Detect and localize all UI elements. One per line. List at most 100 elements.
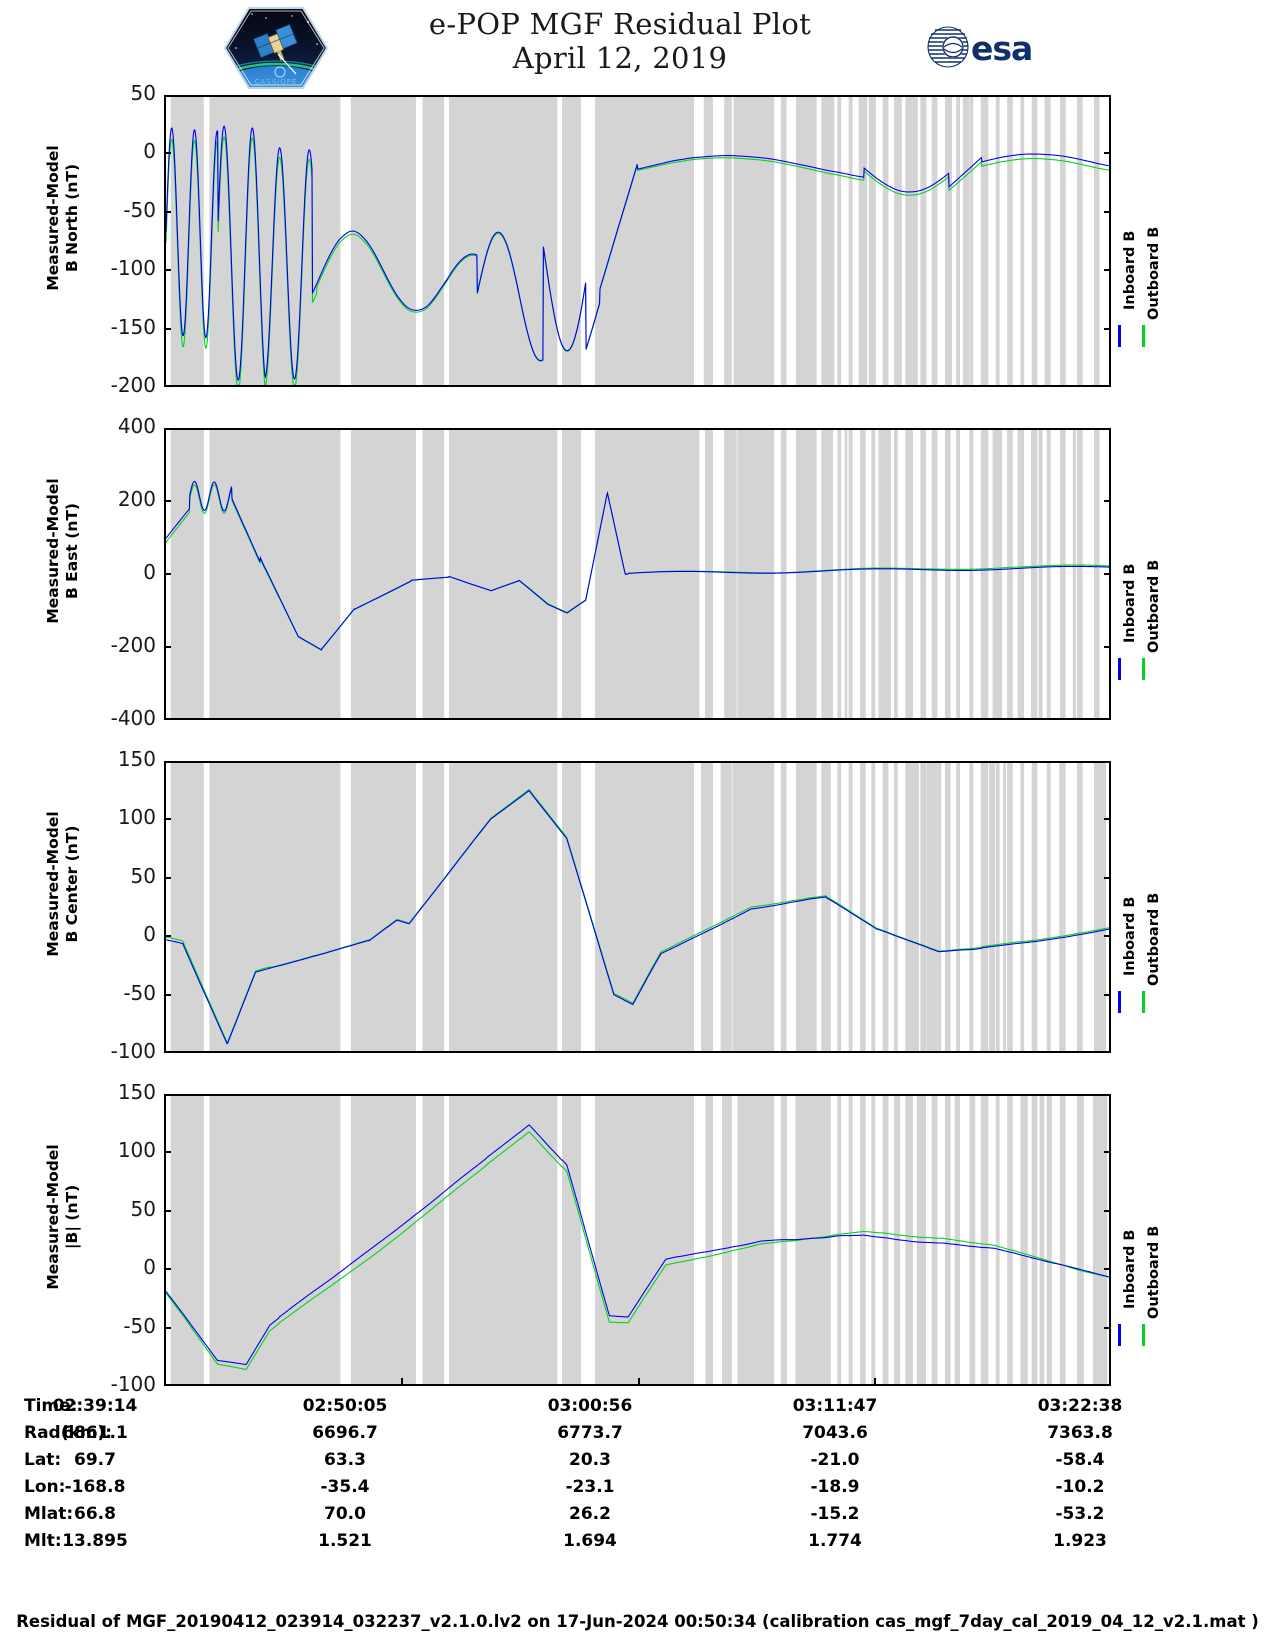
ytick-mark-right	[1104, 210, 1111, 213]
legend-label-outboard: Outboard B	[1146, 892, 1162, 986]
ephemeris-value: 1.521	[318, 1531, 372, 1551]
shaded-intervals-b-north	[170, 97, 1100, 385]
ephemeris-value: 6773.7	[557, 1423, 623, 1443]
legend-label-inboard: Inboard B	[1122, 896, 1138, 976]
footer-provenance: Residual of MGF_20190412_023914_032237_v…	[16, 1612, 1259, 1631]
ephemeris-value: -35.4	[320, 1477, 370, 1497]
ytick-label: 50	[130, 1196, 156, 1221]
ytick-label: 100	[117, 805, 156, 830]
ytick-mark	[164, 993, 171, 996]
ephemeris-value: 03:11:47	[792, 1396, 878, 1416]
ytick-label: 150	[117, 747, 156, 771]
ephemeris-value: 13.895	[62, 1531, 128, 1551]
plot-area-b-east[interactable]	[164, 428, 1111, 720]
ytick-mark	[164, 1268, 171, 1271]
ephemeris-row-label: Time:	[24, 1396, 78, 1416]
page-header: CASSIOPE e-POP MGF Residual Plot April 1…	[0, 0, 1275, 92]
legend-label-outboard: Outboard B	[1146, 559, 1162, 653]
trace-b-north	[166, 125, 1109, 385]
ytick-label: -100	[110, 1372, 156, 1396]
ytick-mark-right	[1104, 152, 1111, 155]
ytick-mark-right	[1104, 818, 1111, 821]
plot-area-b-north[interactable]	[164, 95, 1111, 387]
ytick-mark	[164, 646, 171, 648]
cassiope-mission-logo: CASSIOPE	[222, 4, 330, 92]
ytick-label: -100	[110, 1039, 156, 1063]
ephemeris-value: -18.9	[810, 1477, 860, 1497]
ytick-label: 50	[130, 81, 156, 105]
ephemeris-row-label: Rad(km):	[24, 1423, 113, 1443]
ytick-mark-right	[1104, 1151, 1111, 1154]
plot-area-b-magnitude[interactable]	[164, 1094, 1111, 1386]
ephemeris-value: -15.2	[810, 1504, 860, 1524]
legend-label-inboard: Inboard B	[1122, 563, 1138, 643]
shaded-intervals-b-east	[170, 430, 1100, 718]
ytick-mark	[164, 327, 171, 330]
ytick-mark-right	[1104, 876, 1111, 879]
ytick-mark	[164, 876, 171, 879]
ephemeris-value: 66.8	[74, 1504, 116, 1524]
ephemeris-row: Time: 02:39:14 02:50:05 03:00:56 03:11:47 03:…	[0, 1396, 1275, 1423]
ephemeris-value: 20.3	[569, 1450, 611, 1470]
ytick-label: -50	[123, 1313, 156, 1338]
ephemeris-value: 7363.8	[1047, 1423, 1113, 1443]
ytick-label: -200	[110, 633, 156, 657]
ytick-label: 400	[117, 414, 156, 438]
ephemeris-value: 1.774	[808, 1531, 862, 1551]
ytick-label: -50	[123, 980, 156, 1005]
ephemeris-row: Mlat: 66.8 70.0 26.2 -15.2 -53.2	[0, 1504, 1275, 1531]
trace-b-magnitude	[166, 1124, 1109, 1371]
legend-swatch-outboard	[1142, 991, 1145, 1013]
ytick-label: 0	[143, 139, 156, 164]
ytick-label: 100	[117, 1138, 156, 1163]
ytick-mark	[164, 210, 171, 213]
legend-swatch-inboard	[1118, 991, 1121, 1013]
legend-label-inboard: Inboard B	[1122, 1229, 1138, 1309]
ytick-label: -50	[123, 197, 156, 222]
ytick-mark	[164, 818, 171, 821]
esa-logo: esa	[925, 22, 1040, 72]
legend-swatch-outboard	[1142, 658, 1145, 680]
ephemeris-value: 03:00:56	[547, 1396, 633, 1416]
legend-swatch-outboard	[1142, 325, 1145, 347]
ytick-label: 0	[143, 560, 156, 584]
ephemeris-value: 26.2	[569, 1504, 611, 1524]
legend-swatch-inboard	[1118, 1324, 1121, 1346]
ytick-mark-right	[1104, 573, 1111, 575]
ytick-mark	[164, 935, 171, 938]
plot-area-b-center[interactable]	[164, 761, 1111, 1053]
ephemeris-row-label: Mlt:	[24, 1531, 62, 1551]
page-title: e-POP MGF Residual Plot	[428, 7, 812, 41]
plot-title-block: e-POP MGF Residual Plot April 12, 2019	[330, 8, 910, 77]
ephemeris-value: 69.7	[74, 1450, 116, 1470]
ephemeris-value: -23.1	[565, 1477, 615, 1497]
ytick-mark	[164, 1151, 171, 1154]
ephemeris-value: -10.2	[1055, 1477, 1105, 1497]
ephemeris-value: 02:50:05	[302, 1396, 388, 1416]
ephemeris-value: -21.0	[810, 1450, 860, 1470]
ytick-label: -200	[110, 373, 156, 397]
ephemeris-value: -53.2	[1055, 1504, 1105, 1524]
ytick-label: 150	[117, 1080, 156, 1104]
xtick-mark	[400, 1378, 403, 1386]
ephemeris-value: 70.0	[324, 1504, 366, 1524]
ytick-mark	[164, 573, 171, 575]
ephemeris-row-label: Mlat:	[24, 1504, 74, 1524]
trace-b-east	[166, 480, 1109, 652]
xtick-mark	[637, 1378, 640, 1386]
ytick-mark-right	[1104, 646, 1111, 648]
ytick-mark-right	[1104, 1268, 1111, 1271]
ephemeris-value: 1.923	[1053, 1531, 1107, 1551]
ephemeris-value: 03:22:38	[1037, 1396, 1123, 1416]
ephemeris-row: Lon: -168.8 -35.4 -23.1 -18.9 -10.2	[0, 1477, 1275, 1504]
ytick-mark-right	[1104, 500, 1111, 502]
ytick-mark	[164, 1209, 171, 1212]
ytick-mark	[164, 500, 171, 502]
ephemeris-row: Rad(km): 6861.1 6696.7 6773.7 7043.6 7363.8	[0, 1423, 1275, 1450]
ytick-mark-right	[1104, 935, 1111, 938]
ephemeris-table: Time: 02:39:14 02:50:05 03:00:56 03:11:47 03:…	[0, 1396, 1275, 1581]
ytick-mark	[164, 152, 171, 155]
ytick-mark-right	[1104, 993, 1111, 996]
ytick-mark-right	[1104, 269, 1111, 272]
ephemeris-row-label: Lat:	[24, 1450, 62, 1470]
